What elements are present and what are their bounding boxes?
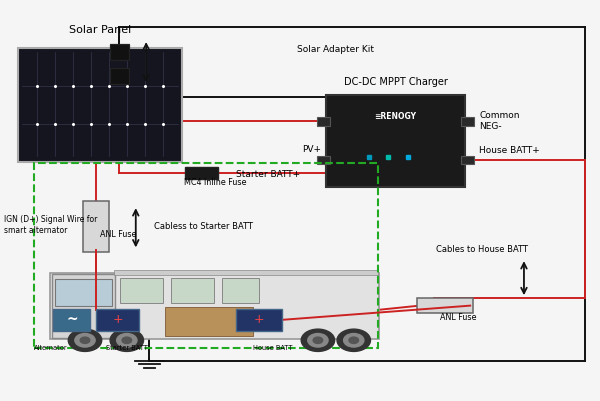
FancyBboxPatch shape bbox=[235, 309, 282, 331]
Text: House BATT+: House BATT+ bbox=[479, 146, 540, 155]
FancyBboxPatch shape bbox=[97, 309, 139, 331]
Circle shape bbox=[337, 329, 370, 351]
Text: House BATT: House BATT bbox=[253, 344, 293, 350]
Text: ≡RENOGY: ≡RENOGY bbox=[374, 112, 416, 121]
Circle shape bbox=[122, 337, 131, 344]
Text: Alternator: Alternator bbox=[34, 344, 67, 350]
Circle shape bbox=[80, 337, 90, 344]
Circle shape bbox=[301, 329, 335, 351]
Circle shape bbox=[75, 334, 95, 347]
Circle shape bbox=[349, 337, 359, 344]
Text: ~: ~ bbox=[66, 313, 77, 327]
FancyBboxPatch shape bbox=[53, 309, 90, 331]
FancyBboxPatch shape bbox=[52, 274, 115, 338]
FancyBboxPatch shape bbox=[110, 68, 129, 84]
Bar bbox=[114, 270, 377, 275]
FancyBboxPatch shape bbox=[110, 44, 129, 60]
Text: PV+: PV+ bbox=[302, 145, 321, 154]
Text: IGN (D+) Signal Wire for
smart alternator: IGN (D+) Signal Wire for smart alternato… bbox=[4, 215, 98, 235]
Text: ANL Fuse: ANL Fuse bbox=[440, 313, 477, 322]
FancyBboxPatch shape bbox=[83, 201, 109, 252]
FancyBboxPatch shape bbox=[50, 273, 379, 339]
FancyBboxPatch shape bbox=[317, 117, 331, 126]
FancyBboxPatch shape bbox=[417, 298, 473, 313]
Circle shape bbox=[308, 334, 328, 347]
Circle shape bbox=[116, 334, 137, 347]
Text: MC4 Inline Fuse: MC4 Inline Fuse bbox=[184, 178, 246, 187]
Circle shape bbox=[344, 334, 364, 347]
Text: Starter BATT+: Starter BATT+ bbox=[236, 170, 300, 179]
Text: Solar Adapter Kit: Solar Adapter Kit bbox=[297, 45, 374, 54]
FancyBboxPatch shape bbox=[120, 278, 163, 303]
FancyBboxPatch shape bbox=[17, 48, 182, 162]
Text: ANL Fuse: ANL Fuse bbox=[100, 230, 136, 239]
FancyBboxPatch shape bbox=[165, 307, 253, 336]
Text: Cables to House BATT: Cables to House BATT bbox=[436, 245, 528, 254]
Text: Cabless to Starter BATT: Cabless to Starter BATT bbox=[154, 222, 253, 231]
Text: Solar Panel: Solar Panel bbox=[69, 25, 131, 35]
Text: DC-DC MPPT Charger: DC-DC MPPT Charger bbox=[344, 77, 448, 87]
Circle shape bbox=[68, 329, 102, 351]
Text: +: + bbox=[253, 314, 264, 326]
Circle shape bbox=[313, 337, 323, 344]
FancyBboxPatch shape bbox=[317, 156, 331, 164]
FancyBboxPatch shape bbox=[461, 117, 474, 126]
Circle shape bbox=[110, 329, 143, 351]
Text: Starter BATT: Starter BATT bbox=[106, 344, 148, 350]
FancyBboxPatch shape bbox=[461, 156, 474, 164]
Text: +: + bbox=[113, 314, 123, 326]
FancyBboxPatch shape bbox=[171, 278, 214, 303]
FancyBboxPatch shape bbox=[55, 279, 112, 306]
FancyBboxPatch shape bbox=[222, 278, 259, 303]
Text: Common
NEG-: Common NEG- bbox=[479, 111, 520, 131]
FancyBboxPatch shape bbox=[185, 167, 218, 178]
FancyBboxPatch shape bbox=[326, 95, 465, 187]
